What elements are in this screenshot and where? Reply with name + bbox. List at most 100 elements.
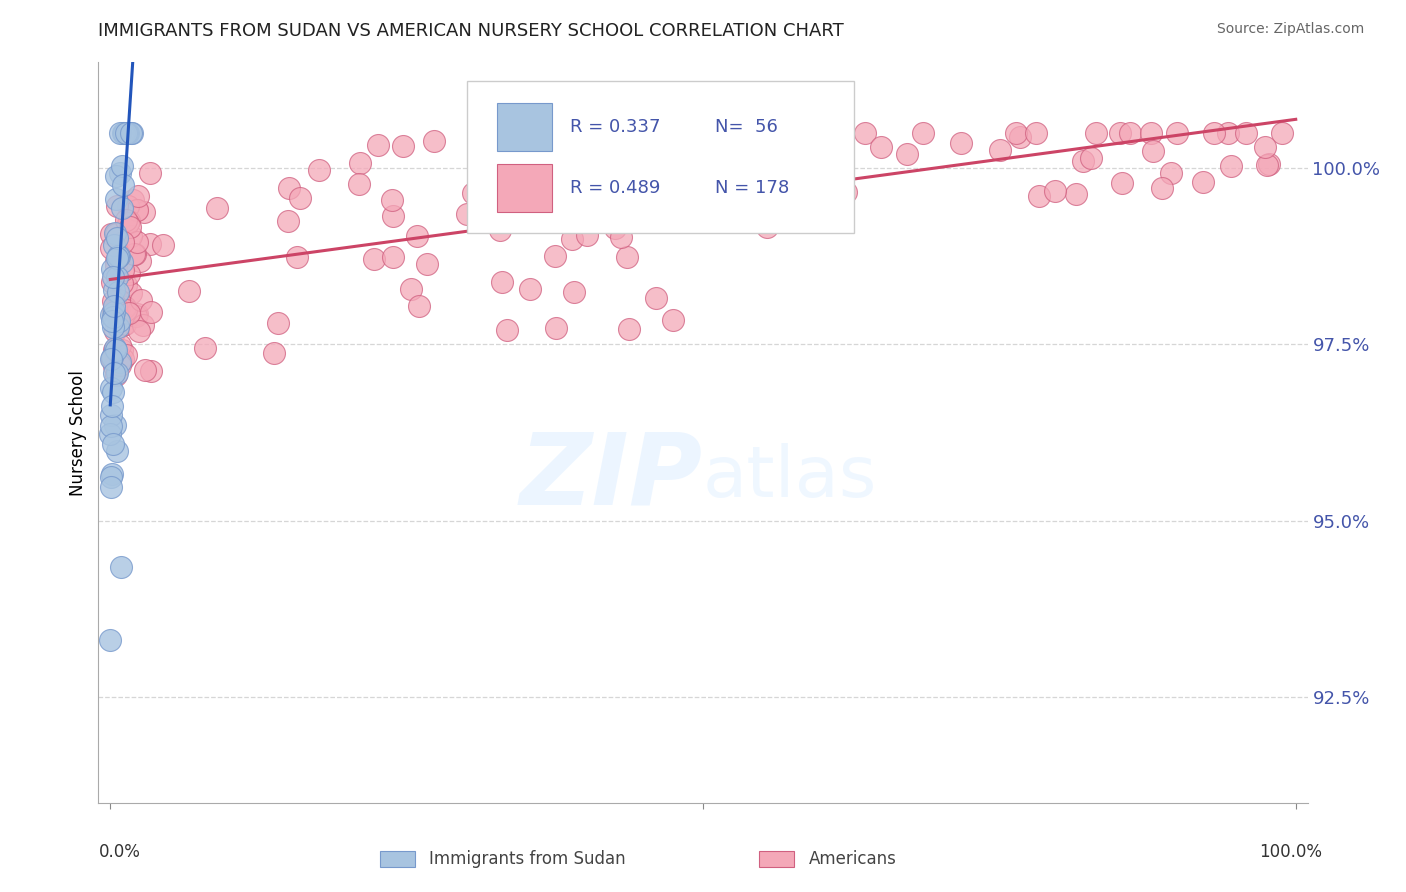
Point — [114, 301, 136, 315]
FancyBboxPatch shape — [498, 103, 551, 152]
Point — [668, 139, 690, 153]
Point — [104, 300, 127, 314]
Point — [101, 275, 124, 289]
Text: 0.0%: 0.0% — [98, 843, 141, 861]
Text: ZIP: ZIP — [520, 428, 703, 525]
Point — [111, 201, 134, 215]
Point — [107, 285, 129, 299]
Text: R = 0.489: R = 0.489 — [569, 178, 661, 196]
Point — [103, 237, 125, 252]
Point — [576, 161, 599, 176]
Point — [415, 257, 437, 271]
Point — [515, 134, 537, 148]
Point — [132, 318, 155, 332]
Point — [609, 230, 631, 244]
Point — [105, 251, 128, 265]
Point — [392, 139, 415, 153]
Point — [108, 338, 131, 352]
Point — [912, 126, 935, 140]
Point — [177, 284, 200, 298]
Point — [103, 359, 125, 373]
Point — [422, 134, 444, 148]
Text: atlas: atlas — [703, 442, 877, 511]
Point — [408, 299, 430, 313]
Point — [127, 235, 149, 249]
Point — [104, 343, 127, 357]
Point — [131, 293, 153, 307]
Point — [950, 136, 973, 150]
Point — [1160, 166, 1182, 180]
Point — [288, 191, 311, 205]
FancyBboxPatch shape — [498, 164, 551, 212]
Point — [120, 229, 142, 244]
Point — [1191, 176, 1213, 190]
Text: Americans: Americans — [808, 850, 897, 868]
Point — [139, 364, 162, 378]
Point — [699, 212, 721, 227]
Point — [107, 444, 129, 458]
Point — [104, 226, 127, 240]
Point — [117, 126, 139, 140]
Point — [110, 353, 132, 368]
Point — [101, 399, 124, 413]
Point — [105, 366, 128, 380]
Point — [803, 137, 825, 152]
Point — [103, 310, 125, 325]
Point — [596, 164, 619, 178]
Point — [105, 230, 128, 244]
Point — [100, 633, 122, 648]
Point — [794, 126, 817, 140]
Point — [1257, 156, 1279, 170]
Point — [285, 250, 308, 264]
Point — [101, 310, 124, 324]
Point — [112, 318, 135, 333]
Point — [103, 303, 125, 318]
Point — [118, 268, 141, 282]
Point — [381, 193, 404, 207]
Point — [1256, 158, 1278, 172]
Point — [562, 285, 585, 299]
Point — [101, 350, 124, 364]
Point — [571, 194, 593, 209]
Point — [671, 136, 693, 151]
Point — [104, 254, 127, 268]
Point — [114, 317, 136, 331]
Point — [108, 358, 131, 372]
Point — [308, 163, 330, 178]
Point — [731, 202, 754, 217]
Point — [853, 126, 876, 140]
Point — [107, 302, 129, 317]
Point — [152, 237, 174, 252]
Point — [100, 382, 122, 396]
Point — [103, 343, 125, 358]
Point — [1073, 154, 1095, 169]
Point — [101, 319, 124, 334]
Point — [546, 320, 568, 334]
Point — [607, 150, 630, 164]
Point — [546, 182, 568, 196]
Text: Source: ZipAtlas.com: Source: ZipAtlas.com — [1216, 22, 1364, 37]
Point — [117, 199, 139, 213]
Point — [120, 126, 142, 140]
Point — [558, 202, 581, 216]
Point — [606, 194, 628, 208]
Point — [633, 143, 655, 157]
Text: Immigrants from Sudan: Immigrants from Sudan — [429, 850, 626, 868]
Point — [506, 134, 529, 148]
Point — [105, 294, 128, 309]
Point — [1150, 181, 1173, 195]
Point — [1166, 126, 1188, 140]
Point — [1010, 130, 1032, 145]
Point — [111, 126, 134, 140]
Point — [1028, 189, 1050, 203]
Point — [103, 305, 125, 319]
Point — [103, 294, 125, 309]
Point — [363, 252, 385, 266]
Point — [207, 201, 229, 215]
Point — [134, 363, 156, 377]
Point — [1064, 186, 1087, 201]
Point — [756, 220, 779, 235]
Point — [742, 209, 765, 223]
Point — [512, 162, 534, 177]
Point — [720, 126, 742, 140]
